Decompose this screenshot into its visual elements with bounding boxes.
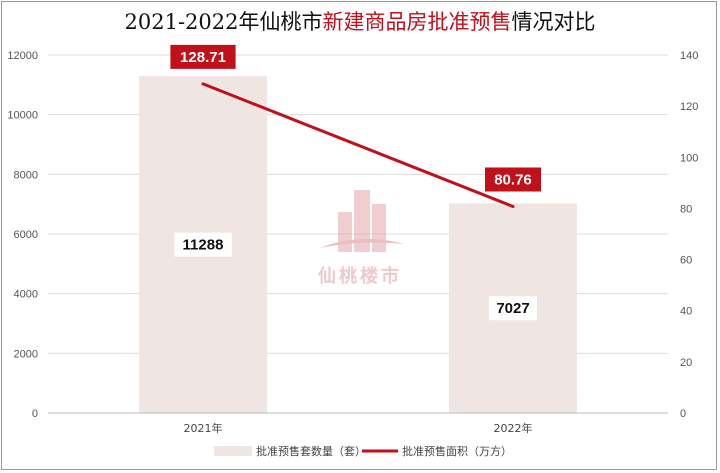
chart-title: 2021-2022年仙桃市新建商品房批准预售情况对比 <box>0 6 720 36</box>
watermark-logo-icon <box>320 190 404 252</box>
y-right-tick-4: 80 <box>680 203 692 215</box>
line-point-0 <box>201 82 205 86</box>
title-part-2: 新建商品房批准预售 <box>322 10 512 34</box>
y-left-tick-3: 6000 <box>14 229 38 241</box>
y-right-tick-1: 20 <box>680 357 692 369</box>
legend-label-line: 批准预售面积（万方） <box>402 444 512 458</box>
y-right-tick-0: 0 <box>680 408 686 420</box>
bar-label-bg-0 <box>174 232 232 257</box>
legend-swatch-bar <box>214 446 252 456</box>
x-tick-0: 2021年 <box>184 421 223 435</box>
bar-label-0: 11288 <box>183 237 224 254</box>
y-right-tick-6: 120 <box>680 101 698 113</box>
y-left-tick-2: 4000 <box>14 289 38 301</box>
line-label-bg-1 <box>485 167 541 192</box>
title-part-1: 2021-2022年仙桃市 <box>124 10 323 34</box>
line-label-0: 128.71 <box>180 49 226 66</box>
x-tick-1: 2022年 <box>494 421 533 435</box>
line-point-1 <box>511 204 515 208</box>
y-right-tick-2: 40 <box>680 306 692 318</box>
title-part-3: 情况对比 <box>511 10 596 34</box>
line-label-bg-0 <box>170 44 236 69</box>
line-series-area <box>202 82 514 208</box>
watermark-text: 仙桃楼市 <box>318 265 402 287</box>
line-label-1: 80.76 <box>494 171 532 188</box>
y-left-tick-5: 10000 <box>7 110 38 122</box>
y-left-tick-6: 12000 <box>7 50 38 62</box>
legend-label-bar: 批准预售套数量（套） <box>256 444 366 458</box>
y-left-tick-1: 2000 <box>14 348 38 360</box>
bar-label-bg-1 <box>489 296 537 321</box>
y-right-tick-3: 60 <box>680 255 692 267</box>
y-right-tick-5: 100 <box>680 152 698 164</box>
y-right-tick-7: 140 <box>680 50 698 62</box>
bar-label-1: 7027 <box>496 300 529 317</box>
y-left-tick-4: 8000 <box>14 169 38 181</box>
y-left-tick-0: 0 <box>32 408 38 420</box>
